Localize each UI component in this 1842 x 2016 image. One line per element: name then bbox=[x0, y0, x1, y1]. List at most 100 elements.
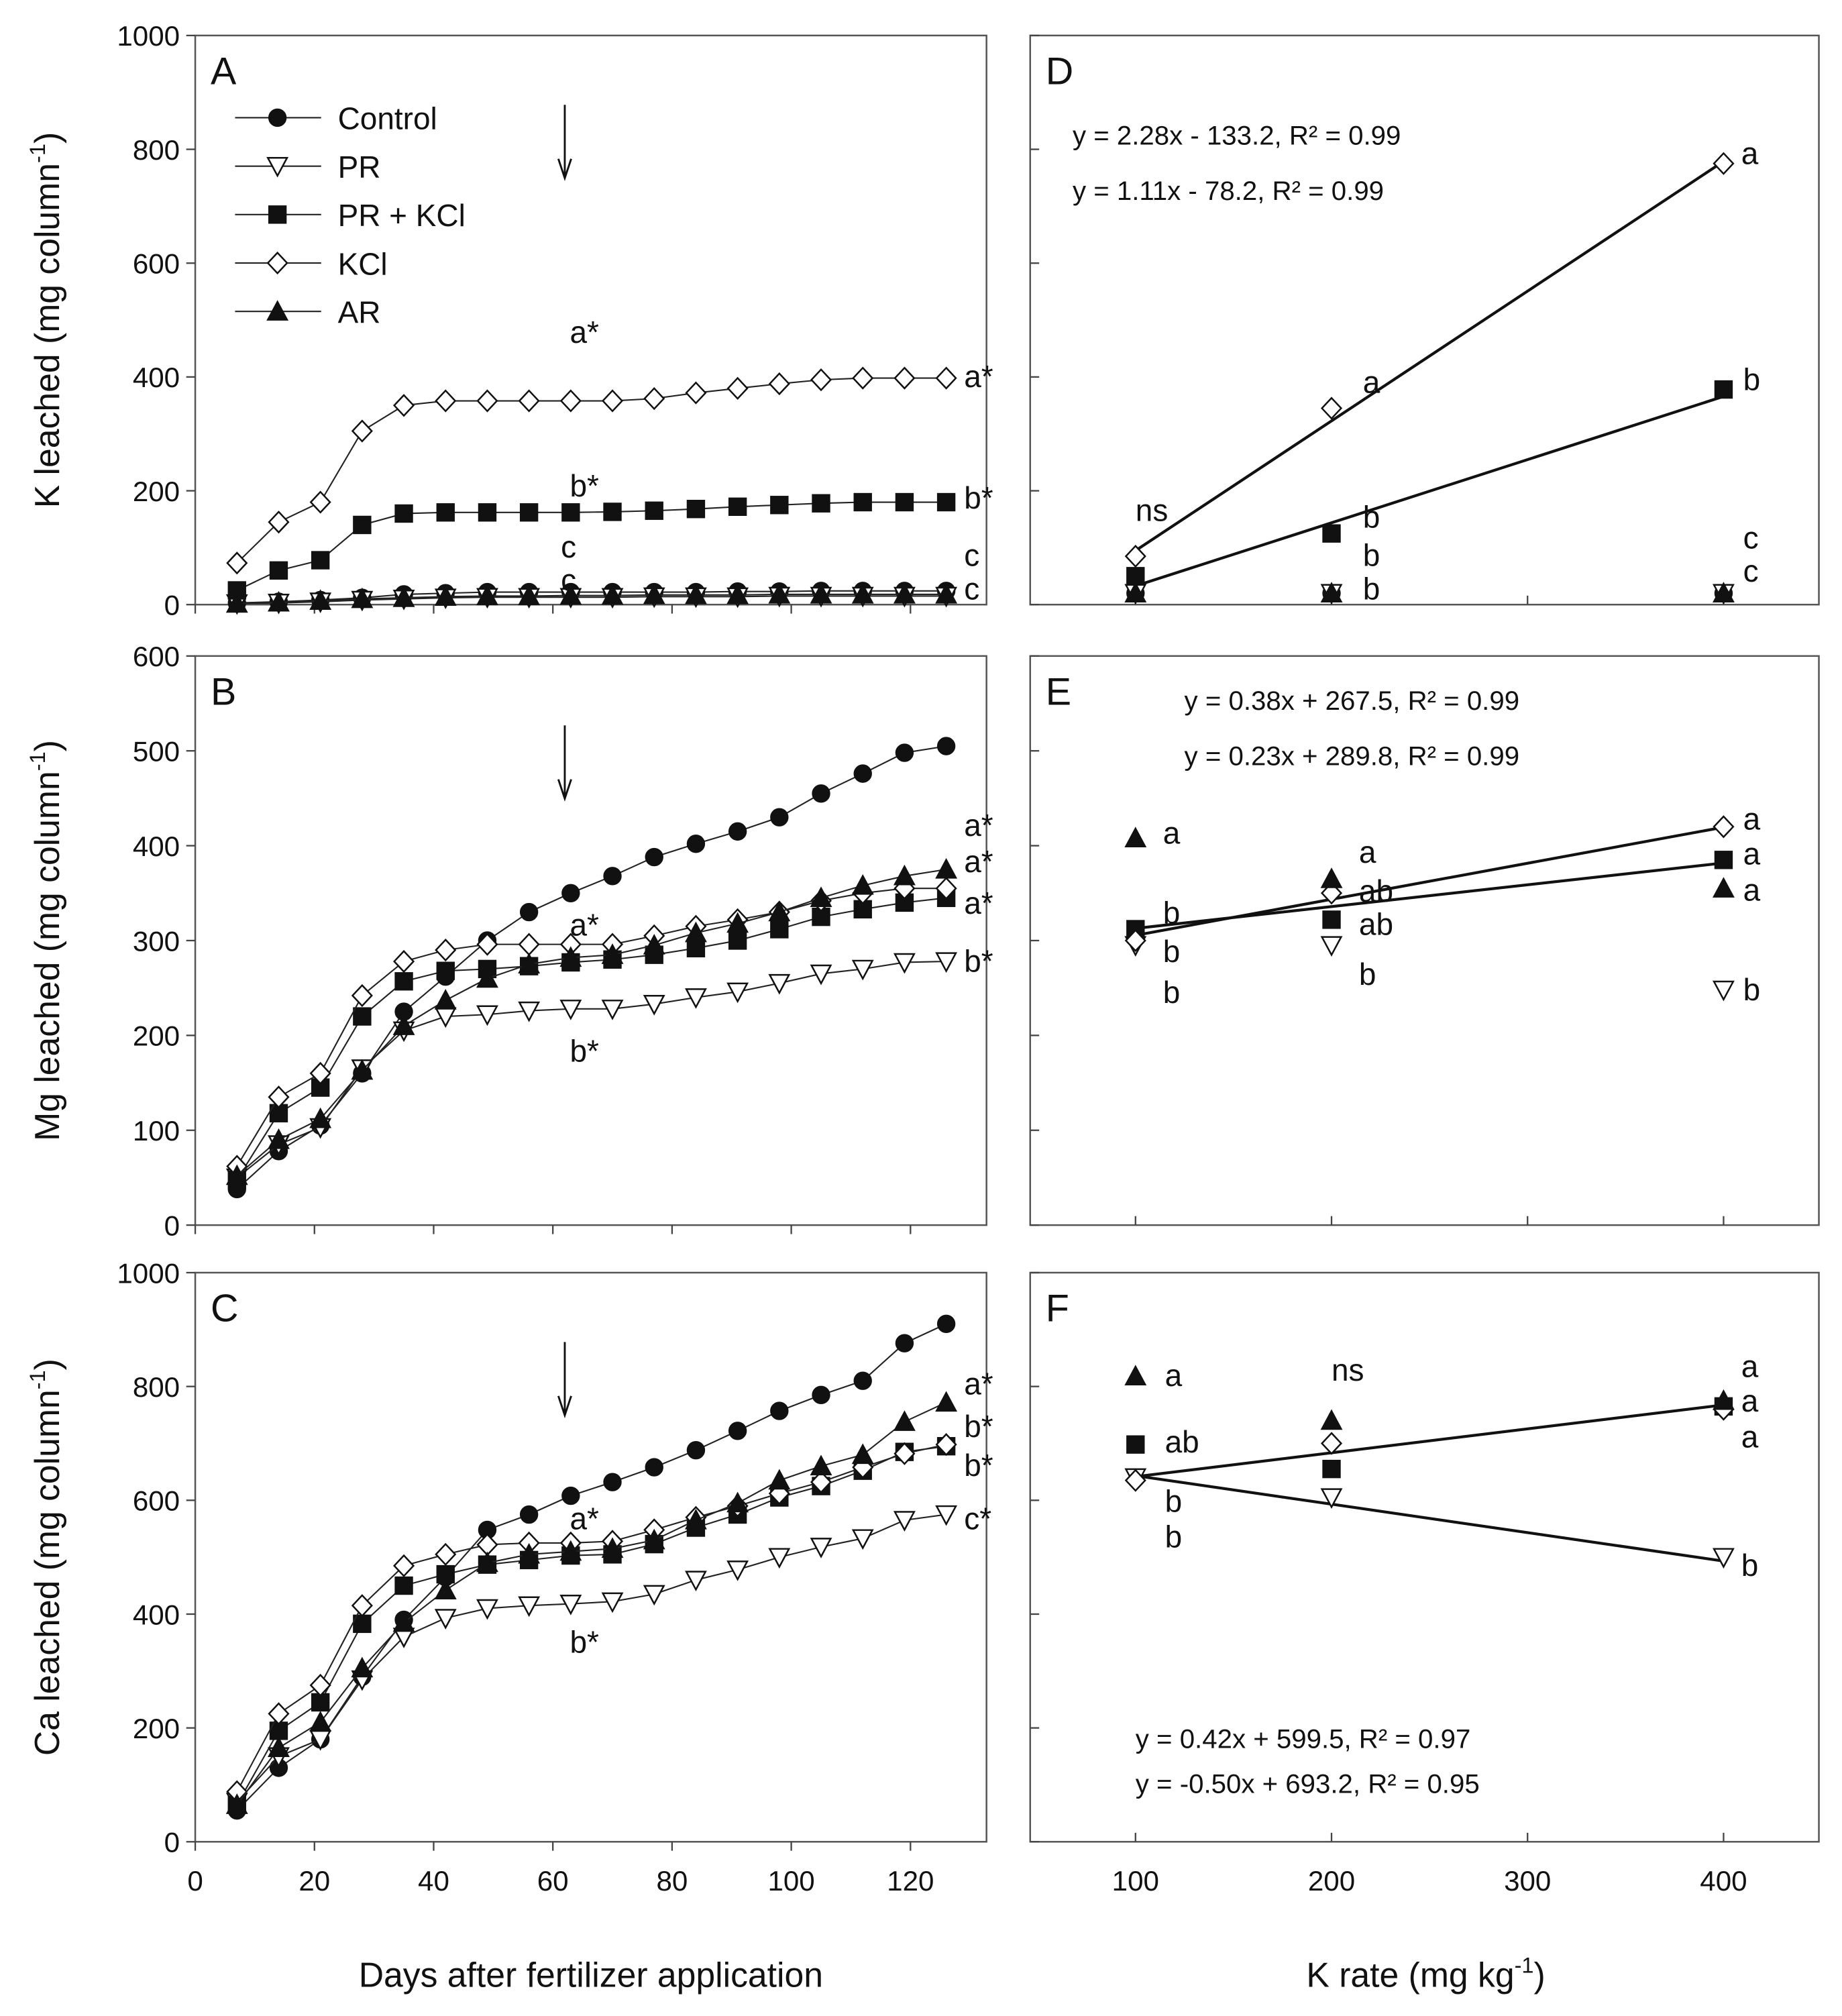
series-ar bbox=[1124, 1365, 1735, 1430]
data-point-marker bbox=[394, 972, 413, 991]
significance-letter: ab bbox=[1359, 873, 1393, 908]
data-point-marker bbox=[726, 583, 749, 604]
y-axis-label-sup: -1 bbox=[25, 144, 50, 163]
data-point-marker bbox=[309, 490, 331, 514]
data-point-marker bbox=[1320, 867, 1343, 888]
x-axis-label-left: Days after fertilizer application bbox=[359, 1956, 823, 1995]
regression-equation: y = 1.11x - 78.2, R² = 0.99 bbox=[1073, 176, 1384, 206]
data-point-marker bbox=[603, 1473, 622, 1491]
data-point-marker bbox=[435, 938, 457, 962]
data-point-marker bbox=[643, 583, 665, 604]
series-ar bbox=[225, 857, 958, 1185]
significance-letter: a* bbox=[964, 844, 993, 879]
data-point-marker bbox=[643, 1528, 665, 1550]
data-point-marker bbox=[1322, 524, 1341, 543]
data-point-marker bbox=[394, 1576, 413, 1595]
data-point-marker bbox=[645, 1458, 663, 1477]
significance-letter: b* bbox=[570, 1625, 599, 1660]
data-point-marker bbox=[309, 589, 332, 610]
data-point-marker bbox=[1320, 1409, 1343, 1430]
data-point-marker bbox=[810, 1454, 832, 1476]
series-pr bbox=[1124, 584, 1735, 605]
series-kcl bbox=[226, 1433, 957, 1803]
data-point-marker bbox=[519, 902, 539, 922]
data-point-marker bbox=[268, 1128, 290, 1149]
data-point-marker bbox=[1126, 567, 1145, 586]
data-point-marker bbox=[518, 584, 541, 606]
data-point-marker bbox=[645, 847, 663, 867]
legend-marker bbox=[266, 251, 288, 275]
significance-letter: c bbox=[1743, 520, 1759, 555]
data-point-marker bbox=[436, 503, 455, 522]
significance-letter: a bbox=[1743, 872, 1761, 907]
x-tick-label: 0 bbox=[187, 1865, 203, 1897]
data-point-marker bbox=[353, 1007, 372, 1026]
data-point-marker bbox=[686, 500, 706, 519]
series-control bbox=[1126, 584, 1733, 602]
legend: Control PR PR + KCl KCl AR bbox=[235, 101, 466, 329]
significance-letter: b bbox=[1165, 1483, 1183, 1518]
data-point-marker bbox=[559, 1540, 582, 1561]
data-point-marker bbox=[1713, 815, 1735, 839]
data-point-marker bbox=[1713, 1389, 1735, 1410]
data-point-marker bbox=[726, 912, 749, 933]
significance-letter: b bbox=[1363, 571, 1380, 606]
series-kcl bbox=[1124, 152, 1735, 568]
data-point-marker bbox=[893, 1442, 916, 1465]
significance-letter: a bbox=[1741, 1419, 1759, 1454]
data-point-marker bbox=[351, 419, 373, 443]
data-point-marker bbox=[559, 946, 582, 967]
x-tick-label: 80 bbox=[656, 1865, 688, 1897]
y-axis-label-sup: -1 bbox=[25, 751, 50, 771]
significance-letter: b* bbox=[964, 480, 993, 515]
data-point-marker bbox=[434, 989, 457, 1010]
panel-C: C 0 200 400 600 800 1000 0 20 40 60 80 100 120 Ca leac… bbox=[25, 1257, 993, 1897]
data-point-marker bbox=[559, 1594, 582, 1615]
panel-D: Dy = 2.28x - 133.2, R² = 0.99 y = 1.11x -… bbox=[1029, 34, 1820, 606]
significance-letter: a* bbox=[964, 886, 993, 920]
data-point-marker bbox=[351, 984, 373, 1008]
series-ar bbox=[225, 582, 958, 613]
x-tick-label: 400 bbox=[1700, 1865, 1747, 1897]
data-point-marker bbox=[851, 873, 874, 895]
significance-letter: b* bbox=[964, 1409, 993, 1444]
data-point-marker bbox=[226, 551, 248, 575]
significance-letter: a bbox=[1363, 365, 1380, 400]
data-point-marker bbox=[768, 973, 791, 995]
x-tick-label: 100 bbox=[767, 1865, 814, 1897]
data-point-marker bbox=[559, 1000, 582, 1020]
data-point-marker bbox=[518, 1001, 541, 1022]
significance-letter: a bbox=[1741, 1383, 1759, 1418]
series-pr bbox=[1124, 936, 1735, 1002]
x-axis-label-end: ) bbox=[1534, 1956, 1546, 1995]
data-point-marker bbox=[1322, 910, 1341, 929]
data-point-marker bbox=[810, 368, 832, 392]
data-point-marker bbox=[895, 743, 914, 762]
y-tick-label: 300 bbox=[133, 925, 180, 957]
data-point-marker bbox=[225, 1793, 248, 1814]
series-kcl bbox=[1124, 815, 1735, 953]
y-axis-label-text: Ca leached (mg column bbox=[28, 1389, 66, 1756]
series-line bbox=[236, 1444, 946, 1793]
y-axis-label-end: ) bbox=[28, 132, 66, 144]
data-point-marker bbox=[895, 492, 914, 512]
data-point-marker bbox=[519, 1505, 539, 1524]
data-point-marker bbox=[935, 1433, 957, 1456]
data-point-marker bbox=[851, 1443, 874, 1465]
data-point-marker bbox=[812, 784, 830, 803]
data-point-marker bbox=[851, 1529, 874, 1550]
significance-letter: ns bbox=[1332, 1352, 1364, 1387]
regression-equation: y = 0.23x + 289.8, R² = 0.99 bbox=[1185, 741, 1520, 772]
data-point-marker bbox=[518, 933, 540, 956]
series-line bbox=[236, 745, 946, 1190]
significance-letter: a* bbox=[570, 1501, 599, 1536]
data-point-marker bbox=[559, 389, 582, 413]
significance-letter: b* bbox=[964, 943, 993, 978]
legend-marker bbox=[268, 108, 287, 127]
series-ar bbox=[1124, 827, 1735, 898]
panel-letter: D bbox=[1046, 50, 1073, 93]
data-point-marker bbox=[394, 504, 413, 523]
y-tick-label: 100 bbox=[133, 1115, 180, 1147]
data-point-marker bbox=[1713, 152, 1735, 175]
y-tick-label: 400 bbox=[133, 1599, 180, 1630]
